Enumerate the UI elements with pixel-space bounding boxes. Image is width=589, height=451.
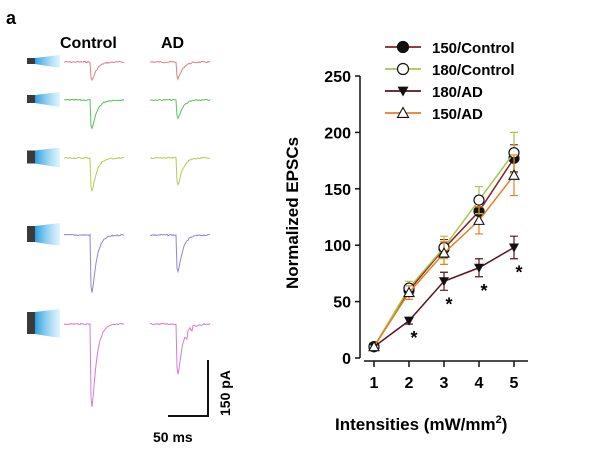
- data-point: [473, 194, 485, 206]
- traces-panel: [27, 55, 211, 407]
- data-point: [403, 286, 415, 298]
- column-label-control: Control: [60, 35, 117, 52]
- stimulus-icon: [27, 226, 35, 242]
- y-tick-label: 250: [324, 69, 351, 86]
- trace-ad: [150, 156, 211, 187]
- significance-star: *: [480, 281, 487, 301]
- x-axis-label-tail: ): [502, 415, 508, 434]
- significance-markers: * * * *: [410, 263, 522, 348]
- legend-label: 180/AD: [432, 84, 483, 101]
- x-tick-label: 3: [440, 375, 449, 392]
- scale-bar: 150 pA 50 ms: [153, 360, 233, 445]
- legend-item: 180/AD: [385, 84, 483, 101]
- x-tick-label: 1: [370, 375, 379, 392]
- scale-bar-y-label: 150 pA: [217, 370, 233, 416]
- light-beam-icon: [35, 147, 60, 168]
- data-point: [509, 243, 519, 253]
- x-axis-label-sup: 2: [496, 414, 502, 426]
- data-point: [438, 246, 450, 258]
- x-axis-label-main: Intensities (mW/mm: [335, 415, 496, 434]
- x-tick-label: 5: [510, 375, 519, 392]
- x-axis-label: Intensities (mW/mm2): [335, 414, 507, 434]
- significance-star: *: [515, 263, 522, 283]
- trace-control: [63, 60, 125, 82]
- data-point: [473, 214, 485, 225]
- legend-item: 150/Control: [385, 40, 515, 57]
- light-beam-icon: [35, 55, 60, 68]
- line-chart: 0 50 100 150 200 250 1 2 3 4 5 Normalized EPSCs I…: [283, 40, 528, 434]
- trace-control: [63, 156, 125, 193]
- data-point: [474, 263, 484, 273]
- series-150-ad: [368, 154, 520, 352]
- light-beam-icon: [35, 92, 60, 107]
- y-axis-label: Normalized EPSCs: [283, 137, 302, 289]
- legend-label: 150/AD: [432, 106, 483, 123]
- data-point: [397, 86, 409, 97]
- stimulus-icon: [27, 312, 35, 334]
- x-tick-label: 2: [405, 375, 414, 392]
- significance-star: *: [410, 328, 417, 348]
- trace-ad: [149, 233, 211, 274]
- series-group: [368, 131, 520, 353]
- y-ticks: 0 50 100 150 200 250: [324, 69, 360, 368]
- y-tick-label: 50: [333, 295, 351, 312]
- trace-control: [63, 322, 125, 407]
- trace-ad: [149, 322, 211, 375]
- trace-ad: [149, 98, 211, 120]
- x-ticks: 1 2 3 4 5: [370, 361, 519, 392]
- column-label-ad: AD: [161, 35, 184, 52]
- scale-bar-x-label: 50 ms: [153, 429, 193, 445]
- stimulus-icon: [27, 150, 35, 164]
- panel-label: a: [6, 8, 17, 28]
- legend-item: 150/AD: [385, 106, 483, 123]
- data-point: [439, 277, 449, 287]
- data-point: [508, 169, 520, 180]
- legend-item: 180/Control: [385, 62, 515, 79]
- y-tick-label: 100: [324, 238, 351, 255]
- trace-control: [63, 233, 125, 293]
- y-tick-label: 150: [324, 182, 351, 199]
- stimulus-icon: [27, 95, 35, 103]
- light-beam-icon: [35, 223, 60, 246]
- legend-label: 180/Control: [432, 62, 515, 79]
- data-point: [396, 106, 410, 118]
- y-tick-label: 200: [324, 125, 351, 142]
- data-point: [404, 316, 414, 326]
- data-point: [396, 40, 410, 54]
- x-tick-label: 4: [475, 375, 484, 392]
- light-beam-icon: [35, 309, 60, 338]
- trace-control: [63, 98, 125, 130]
- stimulus-icon: [27, 58, 35, 64]
- trace-ad: [149, 60, 211, 81]
- series-180-ad: [369, 235, 519, 352]
- data-point: [396, 62, 410, 76]
- y-tick-label: 0: [342, 351, 351, 368]
- significance-star: *: [445, 294, 452, 314]
- legend-label: 150/Control: [432, 40, 515, 57]
- legend: 150/Control 180/Control 180/AD 150/AD: [385, 40, 515, 123]
- data-point: [368, 340, 380, 352]
